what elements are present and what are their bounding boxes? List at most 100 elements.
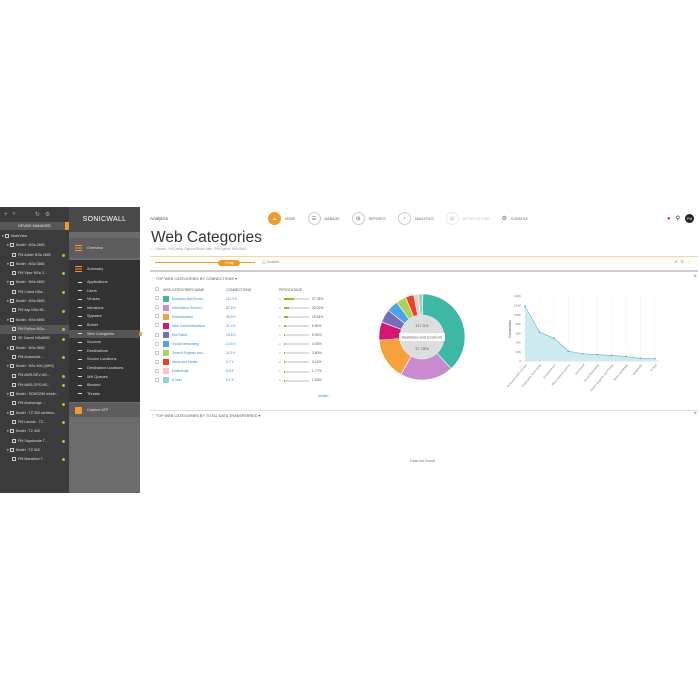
category-name[interactable]: Search Engines and... bbox=[172, 351, 206, 356]
top-nav-home[interactable]: ☁ HOME bbox=[268, 212, 296, 225]
expand-icon[interactable]: ▾ bbox=[7, 410, 10, 415]
alerts-icon[interactable]: ● bbox=[666, 215, 671, 222]
tree-item[interactable]: ▾ NodeView bbox=[0, 232, 69, 241]
category-name[interactable]: Information Technol... bbox=[172, 305, 205, 310]
expand-icon[interactable]: ▾ bbox=[7, 447, 10, 452]
search-icon[interactable]: ⌕ bbox=[279, 360, 281, 365]
tree-item[interactable]: PM Viper NSa 3... bbox=[0, 269, 69, 278]
data-point[interactable] bbox=[625, 355, 628, 358]
row-checkbox[interactable] bbox=[155, 341, 159, 346]
connections-value[interactable]: 9.7 K bbox=[226, 360, 234, 365]
data-point[interactable] bbox=[610, 354, 613, 357]
tree-item[interactable]: PM Anaconda ... bbox=[0, 353, 69, 362]
search-icon[interactable]: ⌕ bbox=[279, 378, 281, 383]
tree-item[interactable]: ▾ Model : TZ 350 wireless... bbox=[0, 409, 69, 418]
add-icon[interactable]: + bbox=[4, 211, 8, 218]
expand-icon[interactable]: ▾ bbox=[7, 280, 10, 285]
nav-summary[interactable]: Summary bbox=[69, 260, 140, 278]
connections-value[interactable]: 13.5 K bbox=[226, 342, 236, 347]
details-link[interactable]: details... bbox=[318, 394, 331, 398]
tree-item[interactable]: PM AWS-DEV-NS... bbox=[0, 371, 69, 380]
avatar[interactable]: PM bbox=[685, 214, 694, 223]
tree-item[interactable]: PM AWS-OPS-NS... bbox=[0, 381, 69, 390]
tree-item[interactable]: ▾ Model : NSa 9650 bbox=[0, 344, 69, 353]
tree-item[interactable]: ▾ Model : NSa 2650 bbox=[0, 241, 69, 250]
location-icon[interactable]: ⚲ bbox=[675, 216, 680, 222]
category-name[interactable]: News and Media bbox=[172, 360, 198, 365]
search-icon[interactable]: ⌕ bbox=[279, 333, 281, 338]
time-slider-handle[interactable]: 1 Day bbox=[218, 259, 240, 266]
nav-item[interactable]: Destinations bbox=[69, 347, 140, 356]
top-nav-analytics[interactable]: ◔ ANALYTICS bbox=[397, 212, 434, 225]
nav-item[interactable]: Web Categories bbox=[69, 329, 142, 339]
breadcrumb-path[interactable]: / Tenant - PM Demo Capture/Dual Units / … bbox=[153, 247, 247, 251]
connections-value[interactable]: 21.3 K bbox=[226, 323, 236, 328]
time-slider-track[interactable] bbox=[155, 262, 255, 263]
tree-item[interactable]: ▾ Model : NSv 400 (AWS) bbox=[0, 362, 69, 371]
tree-item[interactable]: PM Marathon T... bbox=[0, 455, 69, 464]
top-nav-reports[interactable]: ⊞ REPORTS bbox=[351, 212, 386, 225]
custom-range[interactable]: ◯ Custom bbox=[262, 259, 279, 264]
connections-value[interactable]: 5.6 K bbox=[226, 369, 234, 374]
expand-icon[interactable]: ▾ bbox=[2, 234, 5, 238]
tree-item[interactable]: ▾ Model : NSa 5650 bbox=[0, 297, 69, 306]
data-point[interactable] bbox=[596, 353, 599, 356]
connections-value[interactable]: 11.9 K bbox=[226, 351, 236, 356]
col-percentage[interactable]: PERCENTAGE bbox=[279, 287, 303, 292]
refresh-icon[interactable]: ↻ bbox=[680, 259, 687, 264]
table-row[interactable]: Business and Econo... 117.9 K ⌕ 37.78% bbox=[153, 294, 325, 303]
row-checkbox[interactable] bbox=[155, 332, 159, 337]
tree-item[interactable]: ▾ Model : TZ 400 bbox=[0, 427, 69, 436]
nav-item[interactable]: Applications bbox=[69, 278, 140, 287]
category-name[interactable]: Business and Econo... bbox=[172, 296, 206, 301]
row-checkbox[interactable] bbox=[155, 350, 159, 355]
category-name[interactable]: Multimedia bbox=[172, 369, 189, 374]
table-row[interactable]: Information Technol... 62.5 K ⌕ 20.02% bbox=[153, 303, 325, 312]
nav-item[interactable]: Botnet bbox=[69, 321, 140, 330]
data-point[interactable] bbox=[654, 357, 656, 360]
export-icon[interactable]: ⇗ bbox=[674, 259, 681, 264]
table-row[interactable]: News and Media 9.7 K ⌕ 3.12% bbox=[153, 358, 325, 367]
table-row[interactable]: Multimedia 5.6 K ⌕ 1.77% bbox=[153, 367, 325, 376]
top-nav-console[interactable]: ⚙ CONSOLE bbox=[502, 215, 529, 222]
nav-item[interactable]: Sources bbox=[69, 338, 140, 347]
nav-item[interactable]: Viruses bbox=[69, 295, 140, 304]
search-icon[interactable]: ⌕ bbox=[279, 305, 281, 310]
expand-icon[interactable]: ▾ bbox=[7, 299, 10, 304]
row-checkbox[interactable] bbox=[155, 314, 159, 319]
tree-item[interactable]: PM Anchorage ... bbox=[0, 399, 69, 408]
search-icon[interactable]: ⌕ bbox=[279, 314, 281, 319]
tree-item[interactable]: ▾ Model : NSa 4650 bbox=[0, 278, 69, 287]
more-icon[interactable]: ⋮ bbox=[687, 259, 694, 264]
category-name[interactable]: Web Communications bbox=[172, 323, 206, 328]
nav-item[interactable]: Destination Locations bbox=[69, 364, 140, 373]
col-connections[interactable]: CONNECTIONS bbox=[226, 287, 252, 292]
top-nav-manage[interactable]: ☰ MANAGE bbox=[307, 212, 340, 225]
category-name[interactable]: Not Rated bbox=[172, 332, 188, 337]
nav-item[interactable]: Blocked bbox=[69, 381, 140, 390]
tree-item[interactable]: SE Camel NSa6650 bbox=[0, 334, 69, 343]
top-nav-notifications[interactable]: ▤ NOTIFICATIONS bbox=[445, 212, 490, 225]
row-checkbox[interactable] bbox=[155, 377, 159, 382]
table-row[interactable]: Web Communications 21.3 K ⌕ 6.80% bbox=[153, 321, 325, 330]
data-point[interactable] bbox=[524, 305, 526, 308]
connections-value[interactable]: 117.9 K bbox=[226, 296, 238, 301]
table-row[interactable]: Social Networking 13.5 K ⌕ 4.33% bbox=[153, 340, 325, 349]
nav-item[interactable]: Threats bbox=[69, 390, 140, 399]
search-icon[interactable]: ⌕ bbox=[279, 323, 281, 328]
tree-item[interactable]: PM Sayahrude T... bbox=[0, 437, 69, 446]
nav-item[interactable]: Source Locations bbox=[69, 355, 140, 364]
search-icon[interactable]: ⌕ bbox=[12, 211, 16, 217]
expand-icon[interactable]: ▾ bbox=[7, 429, 10, 434]
expand-icon[interactable]: ▾ bbox=[7, 317, 10, 322]
expand-icon[interactable]: ▾ bbox=[7, 392, 10, 397]
tree-item[interactable]: ▾ Model : TZ 500 bbox=[0, 446, 69, 455]
table-row[interactable]: Entertainment 48.9 K ⌕ 15.64% bbox=[153, 312, 325, 321]
connections-value[interactable]: 5.1 K bbox=[226, 378, 234, 383]
connections-value[interactable]: 62.5 K bbox=[226, 305, 236, 310]
search-icon[interactable]: ⌕ bbox=[279, 351, 281, 356]
table-row[interactable]: Not Rated 15.6 K ⌕ 5.00% bbox=[153, 330, 325, 339]
row-checkbox[interactable] bbox=[155, 323, 159, 328]
nav-capture-atp[interactable]: Capture ATP bbox=[69, 403, 140, 417]
expand-icon[interactable]: ▾ bbox=[7, 243, 10, 248]
